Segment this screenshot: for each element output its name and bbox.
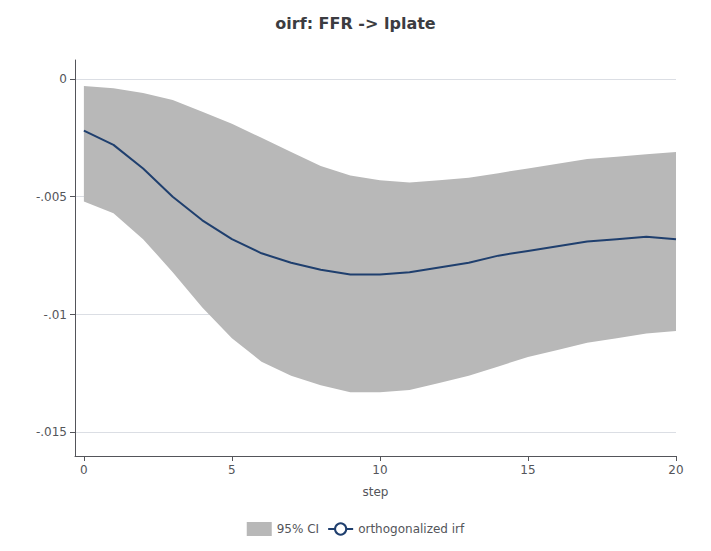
svg-text:0: 0 [80,463,88,477]
svg-text:-.01: -.01 [44,308,67,322]
svg-text:-.005: -.005 [36,190,67,204]
svg-text:20: 20 [668,463,683,477]
svg-text:5: 5 [228,463,236,477]
svg-text:95% CI: 95% CI [277,522,319,536]
svg-text:orthogonalized irf: orthogonalized irf [358,522,465,536]
svg-text:0: 0 [59,72,67,86]
svg-text:10: 10 [372,463,387,477]
svg-text:15: 15 [520,463,535,477]
svg-text:-.015: -.015 [36,425,67,439]
svg-text:oirf: FFR -> lplate: oirf: FFR -> lplate [275,14,436,33]
svg-text:step: step [363,485,389,499]
